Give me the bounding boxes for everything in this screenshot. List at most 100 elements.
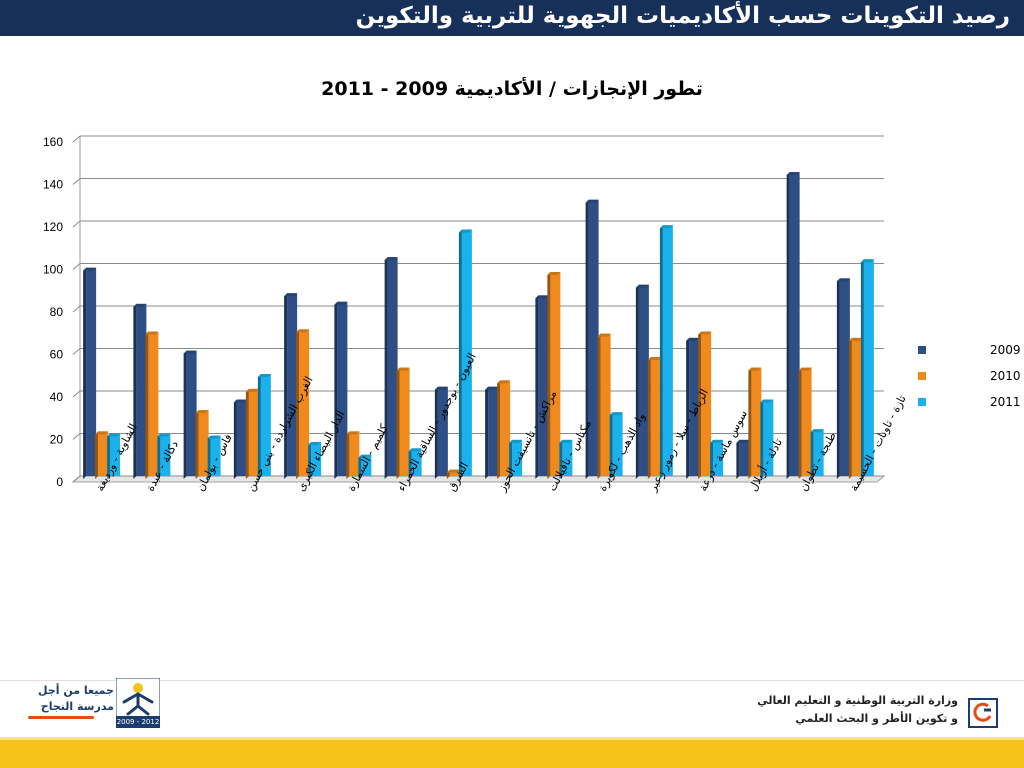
bar-top xyxy=(585,199,599,203)
bar-top xyxy=(346,431,360,435)
bar xyxy=(434,386,448,479)
bar xyxy=(710,439,724,479)
y-tick-label: 120 xyxy=(43,220,63,234)
bar-front xyxy=(311,442,322,476)
left-logo-badge: 2009 - 2012 xyxy=(116,716,160,728)
bar xyxy=(207,435,221,479)
bar xyxy=(396,367,410,479)
bar xyxy=(107,433,121,479)
bar-front xyxy=(136,303,147,476)
bar-front xyxy=(713,439,724,476)
chart-title: تطور الإنجازات / الأكاديمية 2009 - 2011 xyxy=(321,78,703,100)
bar xyxy=(736,439,750,479)
bar-top xyxy=(686,337,700,341)
bar-front xyxy=(148,331,159,476)
bar-side xyxy=(659,225,663,479)
bar-front xyxy=(437,386,448,476)
gridline-depth xyxy=(72,433,81,440)
bar-front xyxy=(387,257,398,476)
bar-side xyxy=(157,433,161,479)
bar-front xyxy=(236,399,247,476)
bar-front xyxy=(110,433,121,476)
bar-top xyxy=(157,433,171,437)
bar-side xyxy=(736,439,740,479)
bar-top xyxy=(233,399,247,403)
bar-front xyxy=(449,469,460,476)
gridline-depth xyxy=(72,263,81,270)
bar-top xyxy=(296,329,310,333)
left-logo: جميعا من أجل مدرسة النجاح 2009 - 2012 xyxy=(24,678,164,730)
bar-top xyxy=(836,278,850,282)
bar xyxy=(358,454,372,479)
bar-front xyxy=(839,278,850,476)
bar-side xyxy=(698,331,702,479)
bar-side xyxy=(597,333,601,479)
bar-top xyxy=(195,410,209,414)
left-logo-line1: جميعا من أجل xyxy=(37,684,114,697)
bar xyxy=(446,469,460,479)
left-logo-underline xyxy=(28,716,94,719)
bar-front xyxy=(588,199,599,476)
bar xyxy=(810,429,824,479)
bar xyxy=(195,410,209,479)
bar-top xyxy=(786,172,800,176)
bar-top xyxy=(207,435,221,439)
bar-side xyxy=(245,388,249,479)
bar-top xyxy=(257,374,271,377)
bar-side xyxy=(346,431,350,479)
bar-top xyxy=(396,367,410,371)
bar-top xyxy=(635,284,649,288)
gridline-depth xyxy=(72,348,81,355)
bar-side xyxy=(559,439,563,479)
bar xyxy=(635,284,649,479)
bottom-band xyxy=(0,740,1024,768)
bar xyxy=(346,431,360,479)
bar xyxy=(748,367,762,479)
bar-top xyxy=(308,442,322,445)
bar-top xyxy=(748,367,762,371)
bar-front xyxy=(801,367,812,476)
legend-swatch xyxy=(918,398,926,406)
bar-top xyxy=(408,448,422,452)
y-tick-label: 80 xyxy=(50,305,64,319)
bar xyxy=(233,399,247,479)
bar-side xyxy=(83,267,87,479)
bar xyxy=(786,172,800,479)
bar-front xyxy=(701,331,712,476)
header-bar: رصيد التكوينات حسب الأكاديميات الجهوية ل… xyxy=(0,0,1024,36)
bar-side xyxy=(748,367,752,479)
bar-front xyxy=(600,333,611,476)
bar xyxy=(659,225,673,479)
bar-top xyxy=(698,331,712,335)
legend-swatch xyxy=(918,372,926,380)
bar-top xyxy=(384,257,398,261)
bar-front xyxy=(160,433,171,476)
bar-top xyxy=(609,412,623,416)
bar xyxy=(686,337,700,479)
bar-front xyxy=(662,225,673,476)
bar-side xyxy=(207,435,211,479)
bar xyxy=(245,388,259,479)
gridline-depth xyxy=(72,390,81,398)
bar xyxy=(183,350,197,479)
bar-top xyxy=(860,259,874,263)
bar-side xyxy=(133,303,137,479)
bar-side xyxy=(786,172,790,479)
bar-side xyxy=(647,357,651,479)
bar-side xyxy=(585,199,589,479)
bar-top xyxy=(810,429,824,433)
bar-side xyxy=(334,301,338,479)
bar-top xyxy=(597,333,611,337)
legend-label: نتائج 2011 xyxy=(990,395,1024,409)
bar-front xyxy=(287,293,298,476)
bar xyxy=(848,337,862,479)
bar-side xyxy=(860,259,864,479)
bar-top xyxy=(83,267,97,271)
ministry-name-line1: وزارة التربية الوطنية و التعليم العالي xyxy=(757,694,958,707)
bar xyxy=(836,278,850,479)
bar-top xyxy=(434,386,448,390)
bar-top xyxy=(659,225,673,229)
bar-side xyxy=(798,367,802,479)
bar-front xyxy=(488,386,499,476)
